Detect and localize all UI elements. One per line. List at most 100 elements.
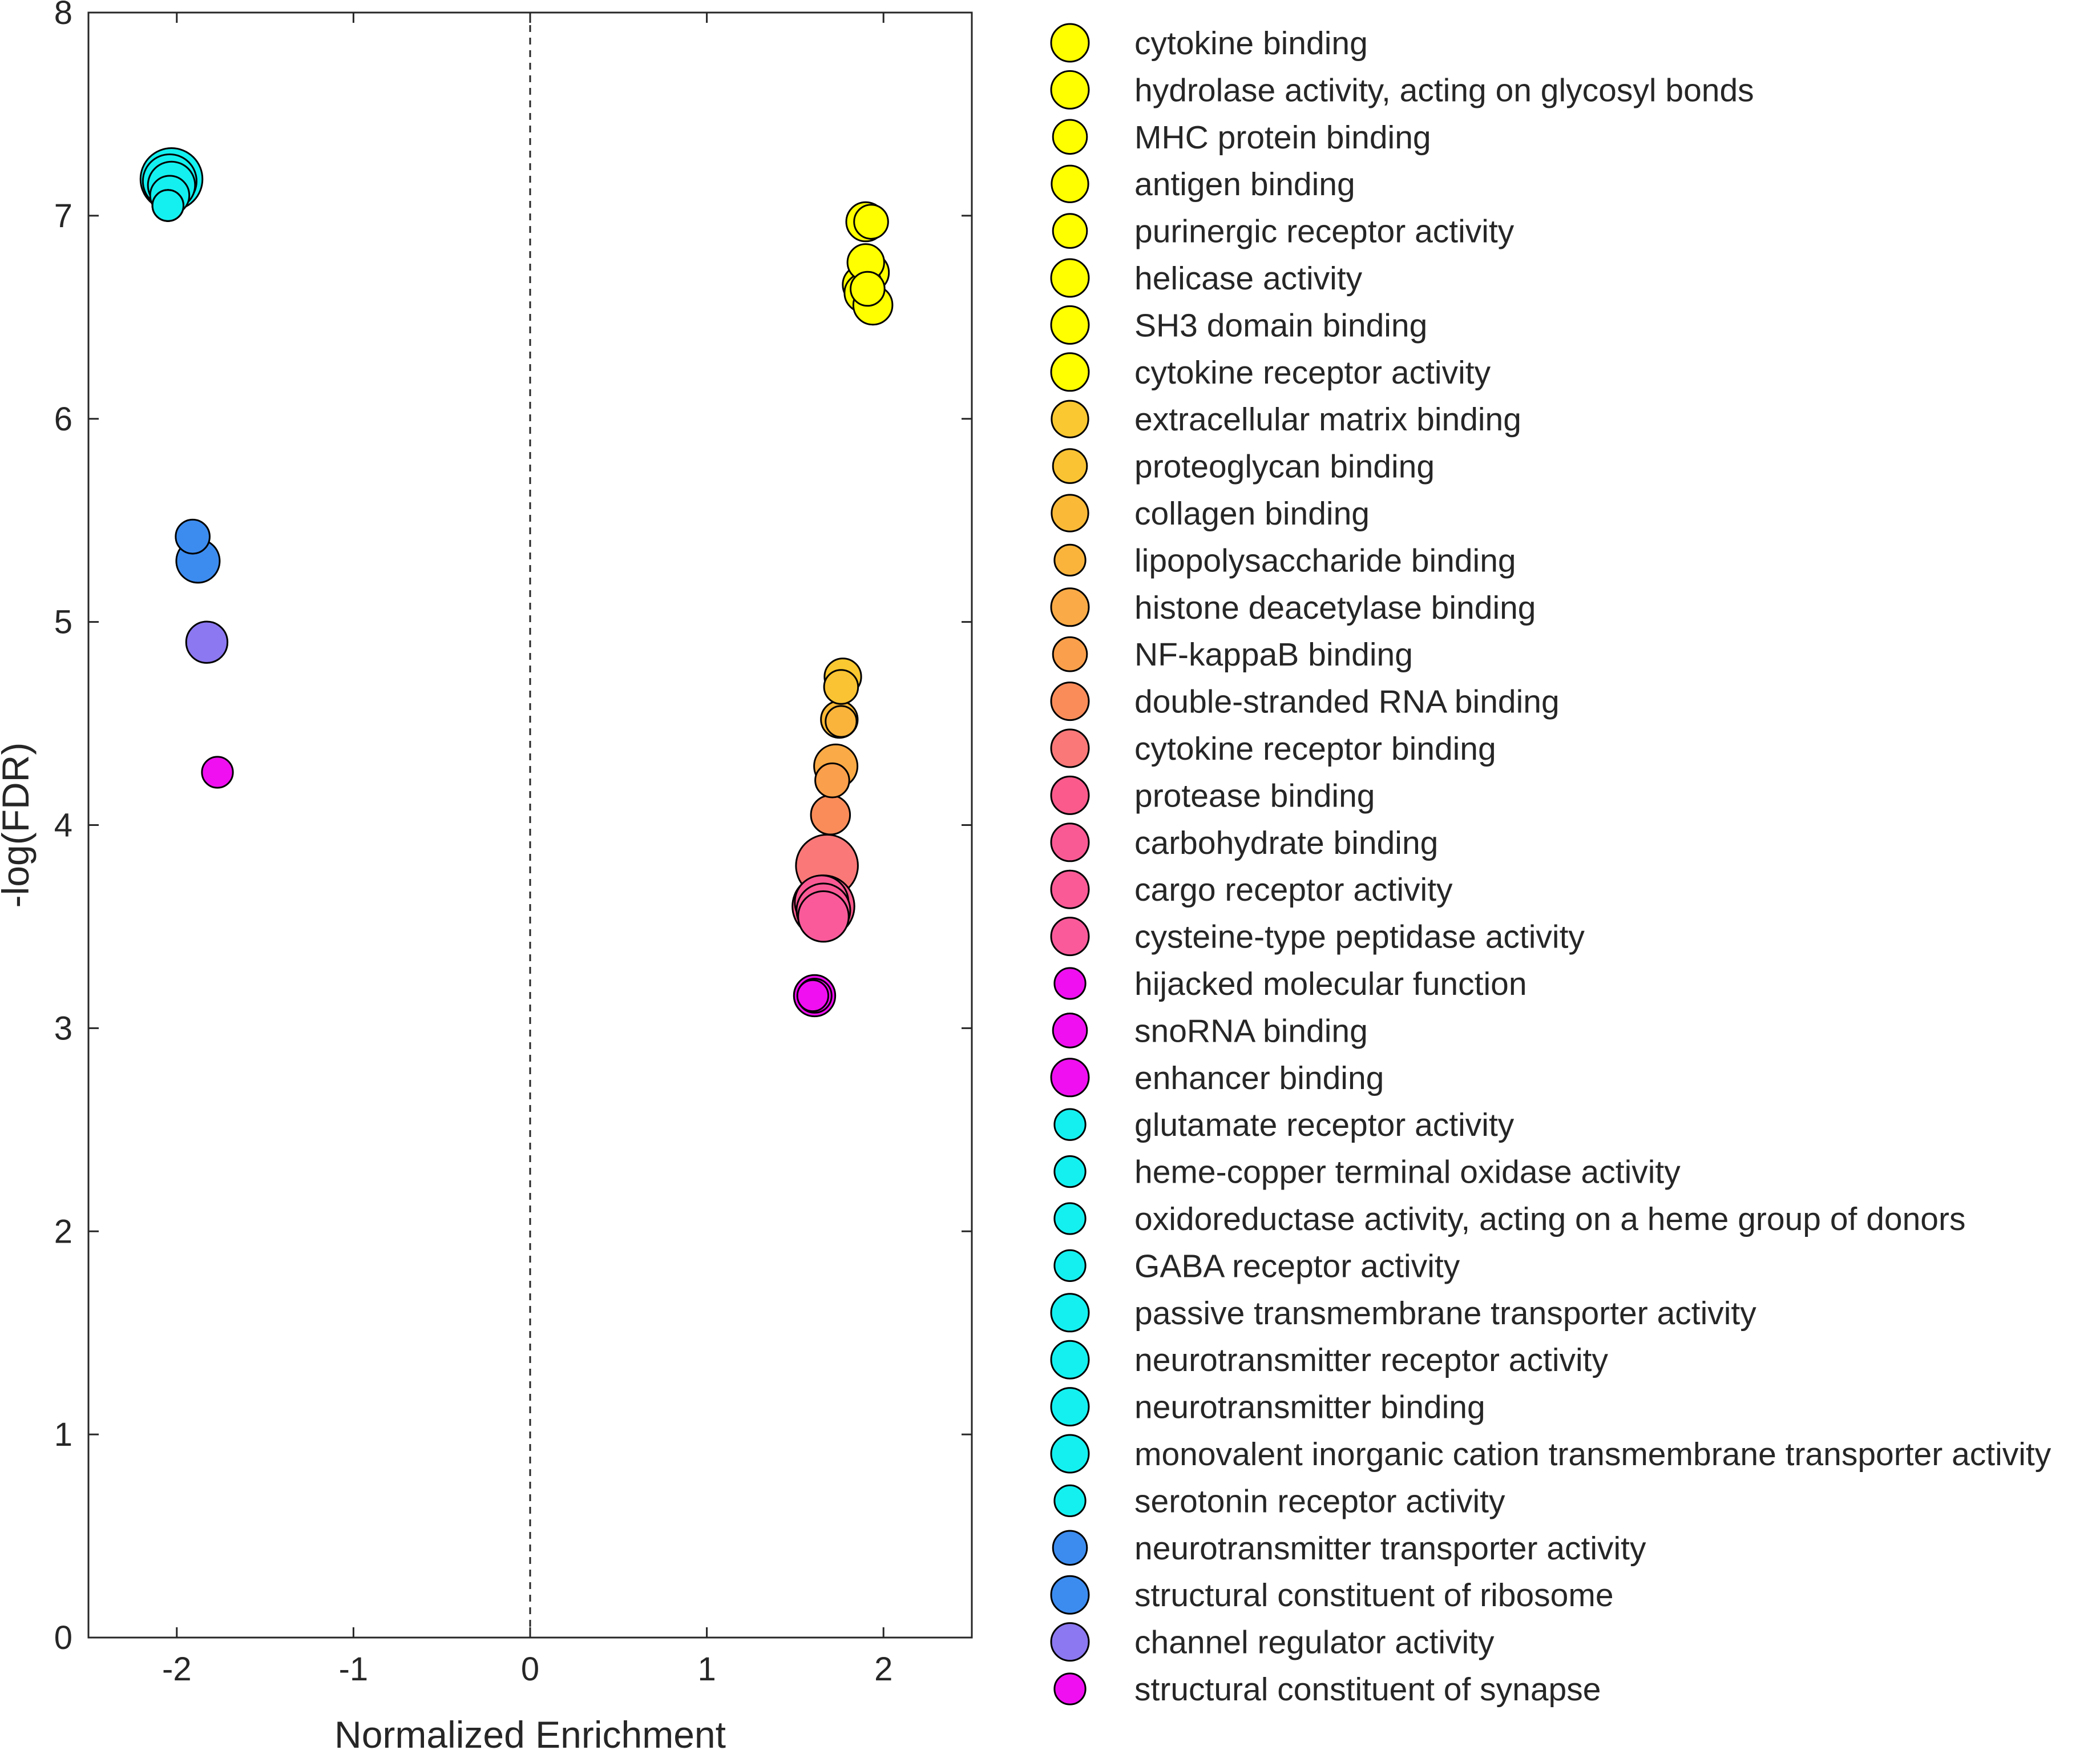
x-tick-label: 0 — [521, 1651, 539, 1688]
x-axis-title: Normalized Enrichment — [334, 1713, 726, 1750]
legend-marker — [1050, 23, 1090, 63]
legend-marker — [1050, 1293, 1090, 1333]
legend-marker — [1052, 119, 1088, 155]
legend-item: hijacked molecular function — [1053, 966, 1527, 1002]
legend-marker — [1050, 70, 1090, 110]
y-tick-label: 0 — [54, 1619, 72, 1656]
y-tick-label: 6 — [54, 401, 72, 438]
legend-label: MHC protein binding — [1134, 119, 1431, 156]
legend-label: collagen binding — [1134, 495, 1370, 532]
legend-item: passive transmembrane transporter activi… — [1050, 1293, 1756, 1333]
legend-label: extracellular matrix binding — [1134, 401, 1521, 438]
legend-item: carbohydrate binding — [1050, 822, 1438, 862]
legend-item: enhancer binding — [1050, 1058, 1384, 1098]
bubble-point — [823, 669, 859, 705]
legend-item: neurotransmitter receptor activity — [1050, 1340, 1608, 1380]
legend-item: double-stranded RNA binding — [1050, 682, 1560, 721]
legend-item: protease binding — [1050, 775, 1375, 815]
legend-item: helicase activity — [1050, 258, 1363, 298]
x-axis: -2 -1 0 1 2 — [162, 13, 892, 1688]
legend-label: cysteine-type peptidase activity — [1134, 919, 1585, 955]
legend-marker — [1053, 1672, 1087, 1705]
legend-label: neurotransmitter receptor activity — [1134, 1342, 1608, 1378]
legend-label: lipopolysaccharide binding — [1134, 542, 1516, 579]
legend-marker — [1050, 258, 1090, 298]
bubble-point — [185, 620, 229, 664]
legend-marker — [1050, 1058, 1090, 1098]
legend-label: protease binding — [1134, 777, 1375, 814]
legend-item: neurotransmitter transporter activity — [1052, 1530, 1646, 1567]
y-tick-label: 8 — [54, 0, 72, 31]
legend-label: hydrolase activity, acting on glycosyl b… — [1134, 72, 1754, 108]
legend-label: enhancer binding — [1134, 1060, 1384, 1096]
bubble-point — [814, 762, 850, 799]
legend-item: proteoglycan binding — [1052, 448, 1435, 485]
legend-label: structural constituent of synapse — [1134, 1671, 1601, 1708]
bubble-point — [797, 890, 850, 943]
legend-item: structural constituent of synapse — [1053, 1671, 1601, 1708]
legend-item: glutamate receptor activity — [1053, 1107, 1515, 1143]
legend-label: NF-kappaB binding — [1134, 636, 1413, 673]
legend-label: carbohydrate binding — [1134, 825, 1438, 861]
x-tick-label: 2 — [874, 1651, 892, 1688]
y-tick-label: 4 — [54, 807, 72, 844]
legend-marker — [1050, 917, 1090, 957]
legend-marker — [1053, 543, 1087, 577]
bubble-point — [151, 189, 184, 222]
legend-item: cytokine receptor activity — [1050, 352, 1491, 392]
legend-marker — [1050, 352, 1090, 392]
bubble-point — [850, 271, 886, 307]
legend-label: serotonin receptor activity — [1134, 1483, 1505, 1519]
bubble-point — [796, 979, 830, 1013]
legend-marker — [1050, 1340, 1090, 1380]
legend-label: cytokine receptor binding — [1134, 731, 1496, 767]
legend-item: SH3 domain binding — [1050, 305, 1427, 345]
y-tick-label: 3 — [54, 1010, 72, 1047]
bubble-point — [810, 794, 851, 836]
legend-item: serotonin receptor activity — [1053, 1483, 1505, 1519]
x-tick-label: -1 — [339, 1651, 369, 1688]
legend-marker — [1050, 305, 1090, 345]
legend-marker — [1052, 636, 1088, 672]
x-tick-label: 1 — [697, 1651, 716, 1688]
legend-marker — [1050, 587, 1090, 627]
legend-item: purinergic receptor activity — [1052, 213, 1515, 250]
legend-marker — [1050, 1387, 1090, 1427]
bubble-point — [853, 204, 889, 240]
legend-item: channel regulator activity — [1050, 1622, 1495, 1662]
legend-marker — [1053, 967, 1087, 1000]
y-tick-label: 2 — [54, 1213, 72, 1250]
legend-item: extracellular matrix binding — [1051, 400, 1521, 438]
legend-label: cargo receptor activity — [1134, 872, 1453, 908]
plot-marks — [139, 147, 894, 1018]
legend-label: antigen binding — [1134, 166, 1355, 203]
legend-item: GABA receptor activity — [1053, 1248, 1460, 1284]
legend-marker — [1050, 1434, 1090, 1474]
legend-item: histone deacetylase binding — [1050, 587, 1536, 627]
legend-label: channel regulator activity — [1134, 1624, 1495, 1661]
legend-marker — [1051, 164, 1089, 203]
legend-label: purinergic receptor activity — [1134, 213, 1515, 250]
legend-item: oxidoreductase activity, acting on a hem… — [1053, 1201, 1965, 1237]
legend-item: collagen binding — [1051, 494, 1370, 533]
legend-item: antigen binding — [1051, 164, 1355, 203]
legend-marker — [1050, 822, 1090, 862]
legend-label: helicase activity — [1134, 260, 1363, 297]
y-tick-label: 1 — [54, 1416, 72, 1453]
legend-marker — [1052, 1530, 1088, 1566]
legend-marker — [1053, 1202, 1087, 1235]
legend-label: hijacked molecular function — [1134, 966, 1527, 1002]
legend-label: glutamate receptor activity — [1134, 1107, 1515, 1143]
legend-item: heme-copper terminal oxidase activity — [1053, 1154, 1681, 1191]
legend-label: neurotransmitter transporter activity — [1134, 1530, 1646, 1567]
legend-label: SH3 domain binding — [1134, 307, 1427, 344]
legend-marker — [1050, 1622, 1090, 1662]
legend-marker — [1051, 494, 1089, 533]
legend-marker — [1050, 682, 1090, 721]
legend-item: cysteine-type peptidase activity — [1050, 917, 1585, 957]
legend-item: structural constituent of ribosome — [1050, 1575, 1614, 1615]
legend-marker — [1050, 1575, 1090, 1615]
legend-label: oxidoreductase activity, acting on a hem… — [1134, 1201, 1965, 1237]
legend: cytokine binding hydrolase activity, acti… — [1050, 23, 2051, 1708]
